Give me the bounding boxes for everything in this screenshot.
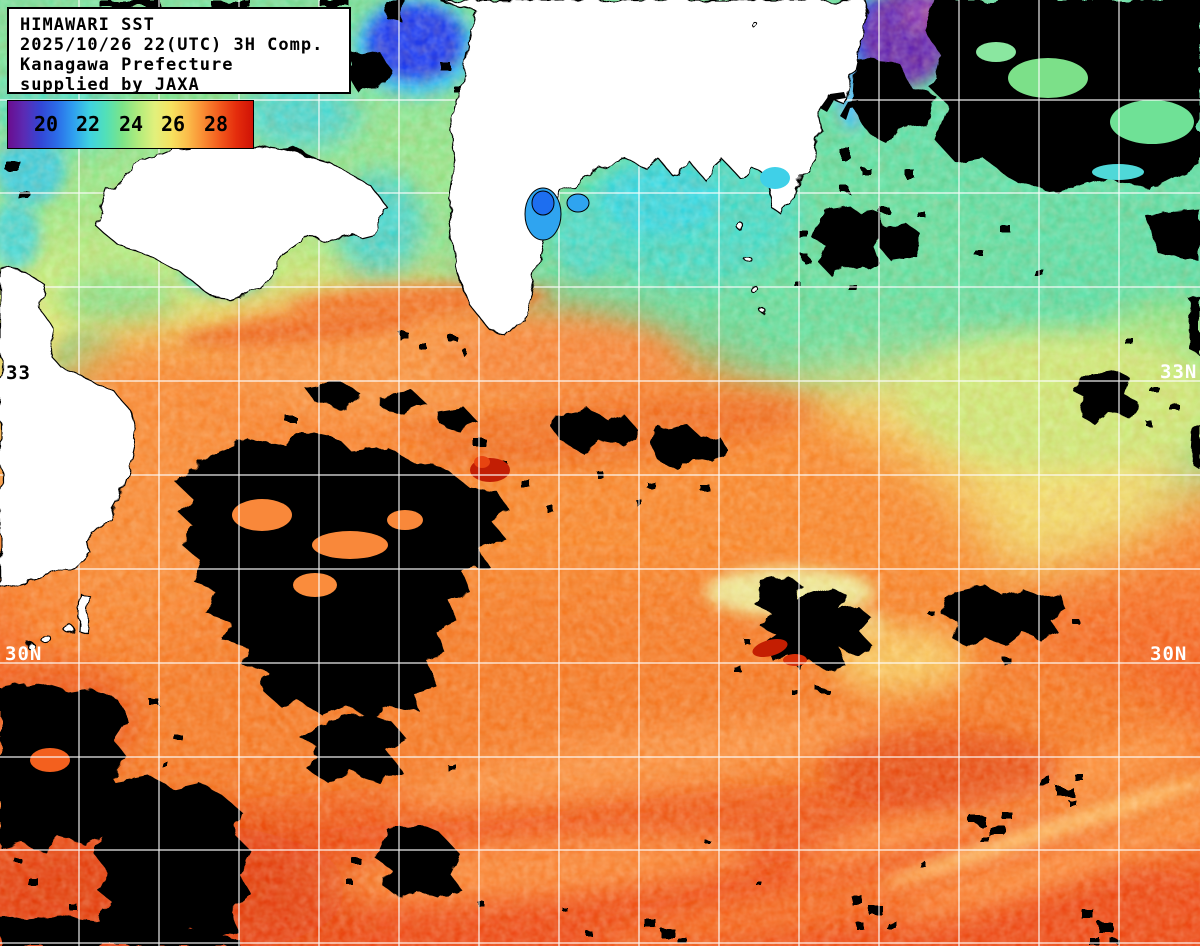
legend-tick: 20 [33,112,59,136]
mikawa-bay [566,193,590,213]
lat-label-30-left: 30N [5,643,43,665]
land-island-tanegashima [77,592,91,634]
bay-layer [524,92,860,241]
legend-tick: 28 [203,112,229,136]
color-scale-legend: 20 22 24 26 28 [7,100,254,149]
sagami-inlet [760,167,790,189]
legend-tick: 26 [160,112,186,136]
cloud-holes [30,42,1194,772]
title-line-datetime: 2025/10/26 22(UTC) 3H Comp. [20,35,324,55]
title-box: HIMAWARI SST 2025/10/26 22(UTC) 3H Comp.… [7,7,351,95]
lat-label-30-right: 30N [1150,643,1188,665]
legend-tick: 22 [75,112,101,136]
legend-gradient-bar [8,101,253,148]
title-line-product: HIMAWARI SST [20,15,155,35]
lon-label-136-top: 136E [479,6,501,56]
tokyo-bay-mouth [820,92,846,112]
land-izu-islands [737,223,747,233]
lat-label-33-right: 33N [1160,361,1198,383]
title-line-source: supplied by JAXA [20,75,200,95]
legend-tick: 24 [118,112,144,136]
land-honshu [439,0,869,336]
cloud-izu-south [812,204,885,275]
land-layer [0,0,869,649]
land-kyushu [0,267,139,589]
title-line-region: Kanagawa Prefecture [20,55,234,75]
lat-label-33-left: 33 [6,362,31,384]
